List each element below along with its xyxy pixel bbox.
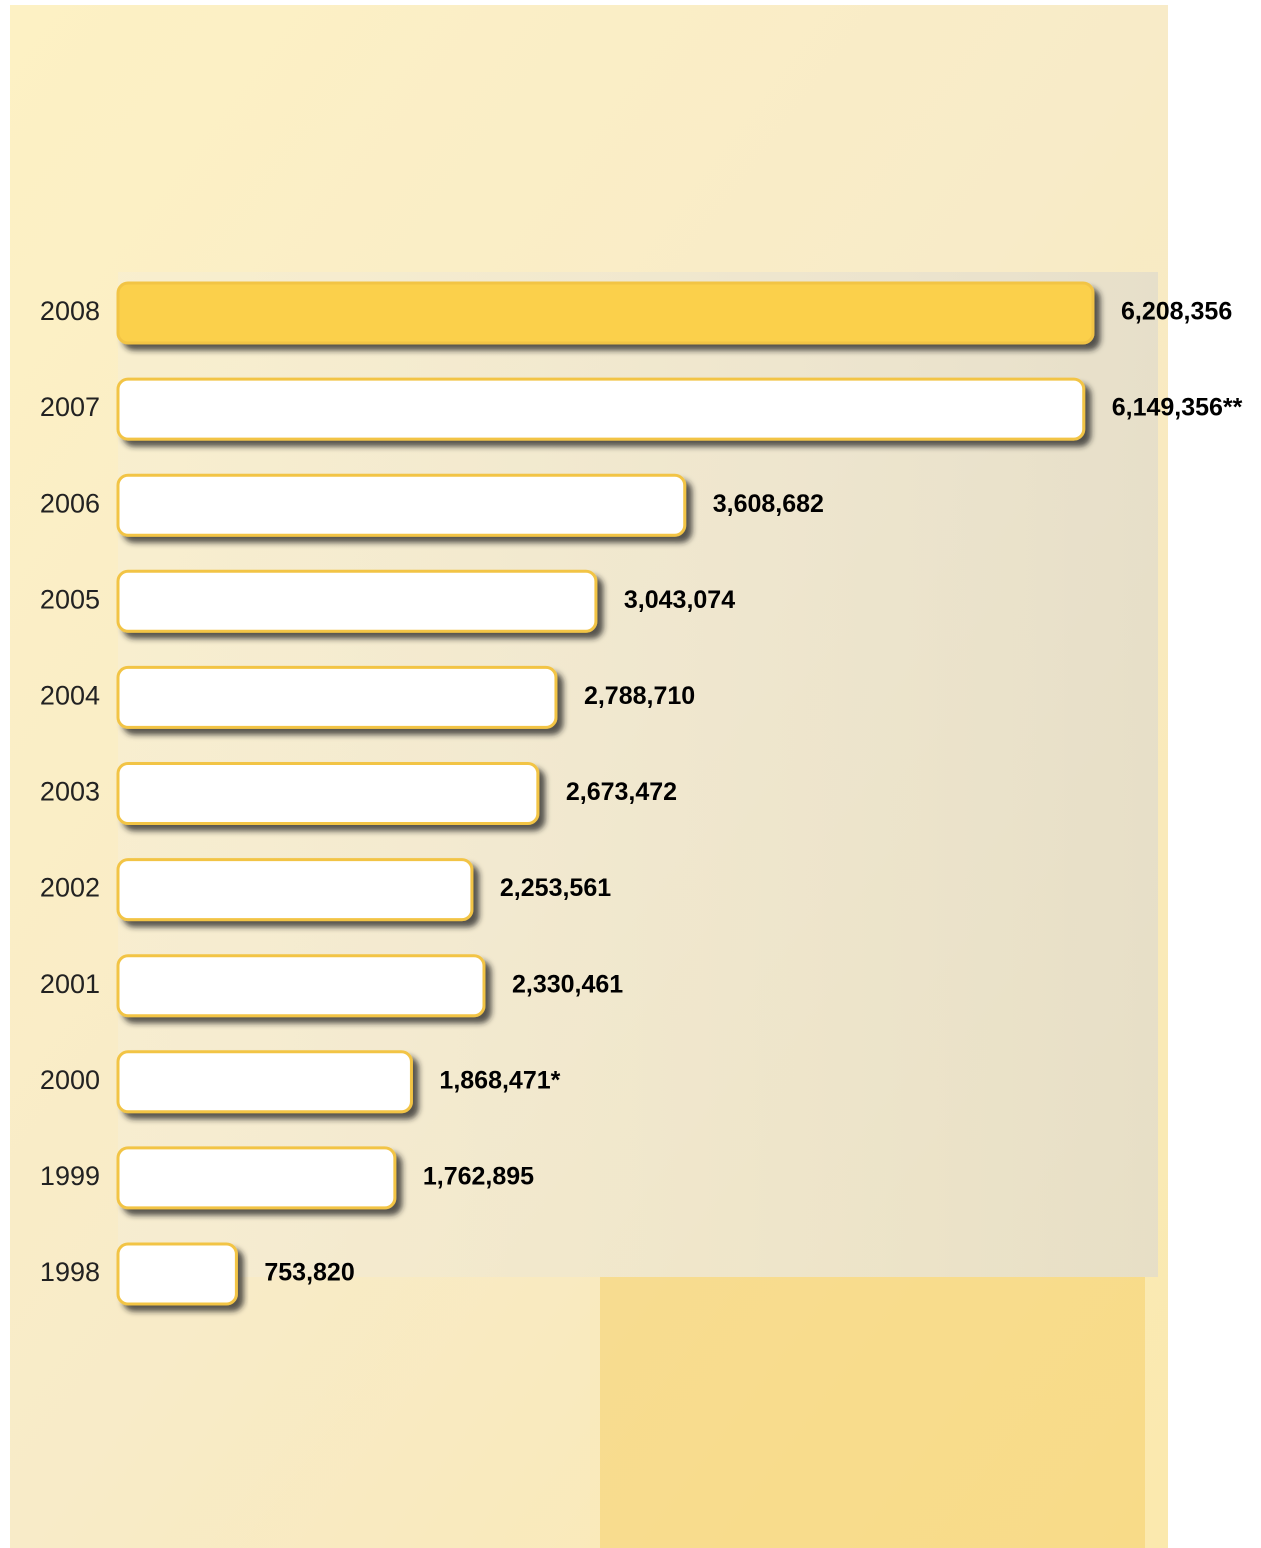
y-tick-label: 2001: [40, 969, 100, 999]
photo-panel-lower: [600, 1277, 1145, 1548]
value-label: 2,253,561: [500, 874, 611, 902]
value-label: 3,608,682: [713, 490, 824, 518]
y-tick-label: 2007: [40, 392, 100, 422]
bar: [116, 1242, 238, 1306]
bar: [116, 569, 598, 633]
y-tick-label: 2004: [40, 681, 100, 711]
bar: [116, 473, 687, 537]
value-label: 6,208,356: [1121, 298, 1232, 326]
bar: [116, 762, 540, 825]
value-label: 6,149,356**: [1112, 394, 1243, 422]
y-tick-label: 1999: [40, 1161, 100, 1191]
value-label: 3,043,074: [624, 586, 735, 614]
bar: [116, 1050, 413, 1114]
y-tick-label: 2003: [40, 777, 100, 807]
bar: [116, 377, 1086, 441]
y-tick-label: 2002: [40, 873, 100, 903]
bar: [116, 665, 558, 729]
bar: [116, 954, 486, 1018]
value-label: 2,330,461: [512, 970, 623, 998]
value-label: 1,762,895: [423, 1163, 534, 1191]
y-tick-label: 1998: [40, 1257, 100, 1287]
y-tick-label: 2008: [40, 296, 100, 326]
value-label: 1,868,471*: [439, 1066, 560, 1094]
y-tick-label: 2006: [40, 488, 100, 518]
y-tick-label: 2005: [40, 584, 100, 614]
value-label: 753,820: [264, 1259, 354, 1287]
bar: [116, 281, 1095, 345]
y-tick-label: 2000: [40, 1065, 100, 1095]
value-label: 2,788,710: [584, 682, 695, 710]
bar: [116, 1146, 397, 1210]
bar: [116, 858, 474, 922]
value-label: 2,673,472: [566, 778, 677, 806]
